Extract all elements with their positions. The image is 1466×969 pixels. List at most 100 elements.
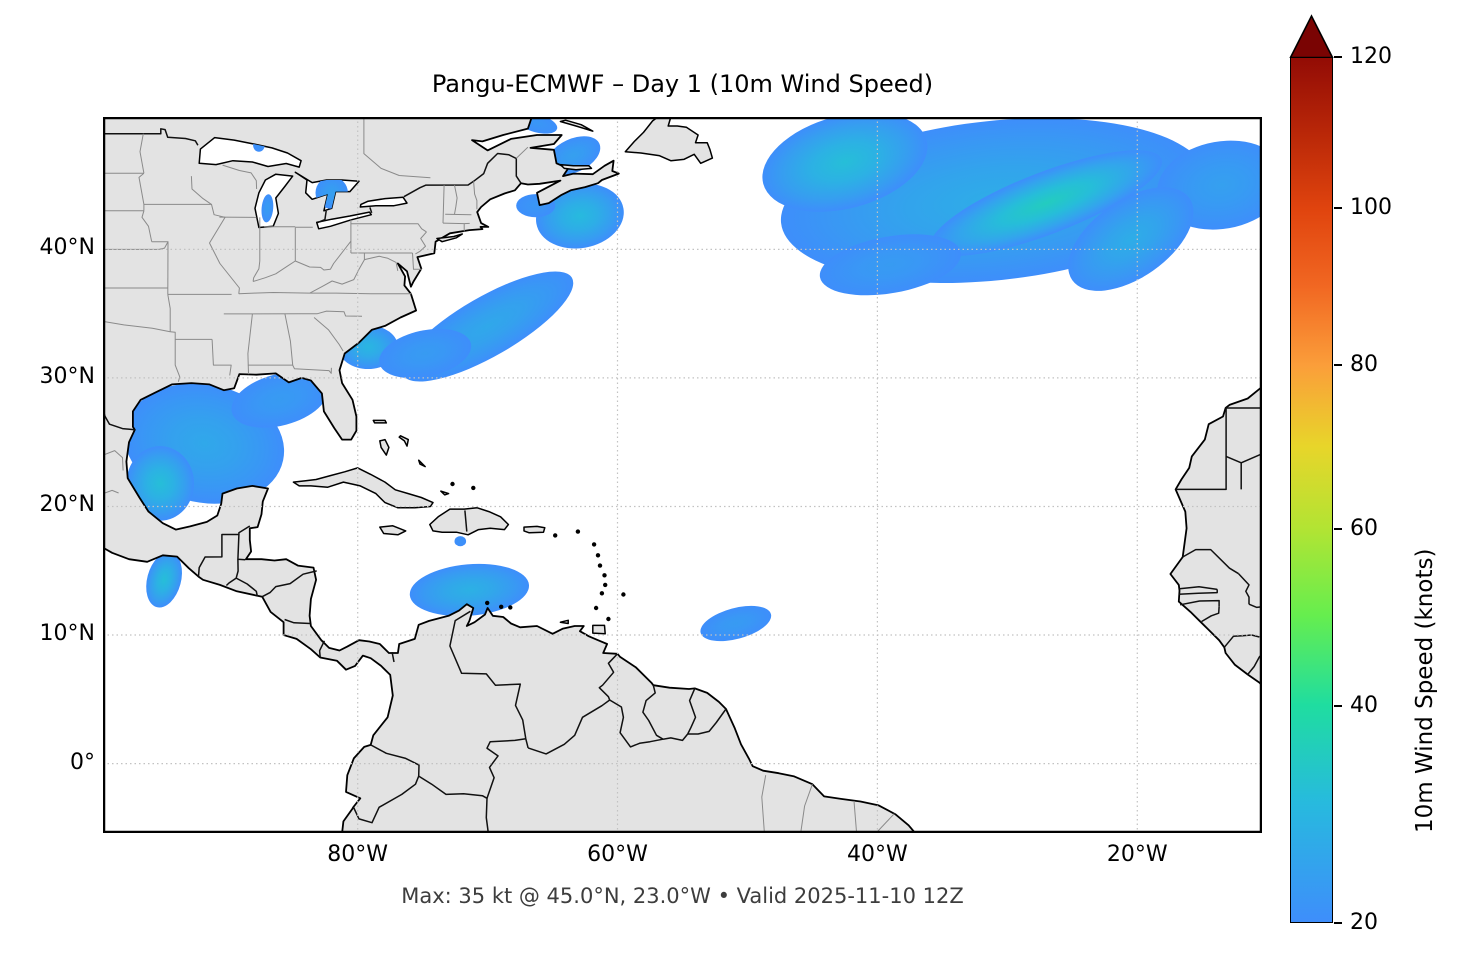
colorbar-label: 10m Wind Speed (knots) xyxy=(1412,548,1438,833)
state-border xyxy=(284,313,294,366)
state-border xyxy=(363,117,431,179)
island-jamaica xyxy=(379,525,407,536)
island-eleuthera xyxy=(398,435,410,447)
country-border xyxy=(261,570,317,598)
state-border xyxy=(103,489,119,495)
small-island-dot xyxy=(599,591,605,596)
country-border xyxy=(235,577,259,597)
max-valid-caption: Max: 35 kt @ 45.0°N, 23.0°W • Valid 2025… xyxy=(401,884,964,908)
state-border xyxy=(442,222,470,225)
state-border xyxy=(247,313,253,375)
small-island-dot xyxy=(606,616,611,622)
island-long-island xyxy=(436,233,464,243)
country-border xyxy=(1182,548,1239,575)
colorbar-tick-label: 40 xyxy=(1350,693,1378,719)
country-border xyxy=(449,610,529,749)
country-border xyxy=(370,744,420,777)
state-border xyxy=(853,800,858,833)
colorbar-over-range-arrow xyxy=(1289,14,1334,58)
country-border xyxy=(1179,599,1220,607)
country-border xyxy=(225,577,237,587)
y-tick-label: 30°N xyxy=(39,363,95,389)
colorbar-tick-mark xyxy=(1334,363,1342,366)
state-border xyxy=(350,223,427,233)
country-border xyxy=(1179,586,1218,591)
africa-landmass xyxy=(1169,386,1262,687)
country-border xyxy=(642,685,664,740)
colorbar-tick-label: 120 xyxy=(1350,44,1392,69)
country-border xyxy=(1238,573,1250,605)
country-border xyxy=(403,152,522,198)
lake-michigan-patch xyxy=(261,194,274,223)
country-border xyxy=(103,128,199,146)
island-prince-edward-island xyxy=(559,163,593,171)
gulf-of-mexico-ne xyxy=(231,371,328,428)
state-border xyxy=(445,213,472,216)
x-tick-label: 40°W xyxy=(847,842,908,867)
country-border xyxy=(662,733,689,742)
lake-superior xyxy=(198,136,302,168)
state-border xyxy=(313,317,344,352)
state-border xyxy=(103,450,124,471)
colorbar-tick-mark xyxy=(1334,922,1342,924)
country-border xyxy=(317,210,327,224)
small-island-dot xyxy=(595,553,601,558)
state-border xyxy=(309,259,365,294)
north-atlantic-storm-core-band xyxy=(930,150,1163,256)
colorbar-tick-label: 20 xyxy=(1350,910,1378,935)
state-borders xyxy=(103,117,895,833)
state-border xyxy=(412,252,422,270)
state-border xyxy=(167,294,171,332)
state-border xyxy=(103,320,171,333)
state-border xyxy=(138,172,145,211)
state-border xyxy=(211,339,232,376)
state-border xyxy=(170,331,181,382)
state-border xyxy=(190,176,226,218)
country-border xyxy=(391,651,395,663)
small-island-dot xyxy=(603,582,608,588)
small-island-dot xyxy=(450,481,455,487)
state-border xyxy=(473,181,478,210)
island-long-cay xyxy=(417,459,426,468)
x-tick-label: 60°W xyxy=(587,842,648,867)
x-tick-label: 20°W xyxy=(1106,842,1168,867)
country-border xyxy=(1201,606,1220,623)
small-island-dot xyxy=(597,563,603,568)
small-island-dot xyxy=(602,573,607,578)
itcz-atlantic-patch xyxy=(700,605,772,642)
small-island-dot xyxy=(575,529,581,534)
country-border xyxy=(418,775,490,833)
map-frame xyxy=(103,117,1262,833)
y-tick-label: 40°N xyxy=(39,235,95,261)
island-margarita xyxy=(559,619,569,625)
colorbar xyxy=(1290,57,1333,923)
state-border xyxy=(209,217,240,294)
state-border xyxy=(141,210,153,242)
country-border xyxy=(235,559,239,579)
country-border xyxy=(352,775,420,824)
state-border xyxy=(222,164,258,190)
country-border xyxy=(1178,589,1218,596)
state-border xyxy=(515,146,529,159)
island-hispaniola xyxy=(429,507,510,536)
small-island-dot xyxy=(508,605,513,610)
colorbar-tick-label: 60 xyxy=(1350,516,1378,542)
country-border xyxy=(369,207,373,214)
colorbar-tick-mark xyxy=(1334,528,1342,531)
small-island-dot xyxy=(553,533,558,538)
island-anticosti xyxy=(559,119,594,132)
small-island-dot xyxy=(621,592,626,597)
state-border xyxy=(301,310,363,317)
americas-landmass xyxy=(103,117,916,833)
country-border xyxy=(197,525,251,577)
lake-ontario xyxy=(359,196,408,208)
caribbean-colombia-basin xyxy=(409,563,530,617)
small-island-dot xyxy=(485,600,490,606)
colorbar-tick-label: 100 xyxy=(1350,195,1392,221)
country-border xyxy=(1240,453,1262,464)
country-border xyxy=(598,653,619,701)
state-border xyxy=(252,240,352,282)
north-atlantic-storm-se-lobe xyxy=(1068,187,1194,291)
state-border xyxy=(252,217,261,282)
